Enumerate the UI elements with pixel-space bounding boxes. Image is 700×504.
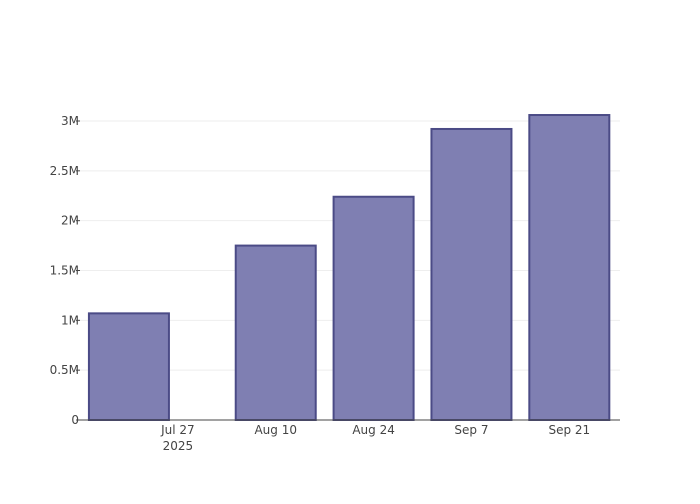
y-tick-label: 1.5M (50, 264, 79, 278)
tick-labels: 0 0.5M 1M 1.5M 2M 2.5M 3M Jul 27 2025 Aug 10 Aug 2… (50, 114, 591, 453)
x-tick-label: Jul 27 (160, 423, 195, 437)
y-tick-label: 0 (71, 413, 79, 427)
bar (332, 195, 415, 421)
bar (528, 114, 611, 422)
x-tick-year-label: 2025 (163, 439, 194, 453)
bar (87, 312, 170, 421)
bar (430, 127, 513, 421)
x-tick-label: Sep 7 (454, 423, 488, 437)
y-tick-label: 1M (61, 313, 79, 327)
x-tick-label: Aug 10 (254, 423, 297, 437)
y-tick-label: 3M (61, 114, 79, 128)
x-tick-label: Aug 24 (352, 423, 395, 437)
x-tick-label: Sep 21 (548, 423, 590, 437)
y-tick-label: 2M (61, 214, 79, 228)
bars (87, 114, 611, 422)
bar (234, 244, 317, 421)
y-tick-label: 2.5M (50, 164, 79, 178)
axes (76, 120, 620, 421)
y-tick-label: 0.5M (50, 363, 79, 377)
